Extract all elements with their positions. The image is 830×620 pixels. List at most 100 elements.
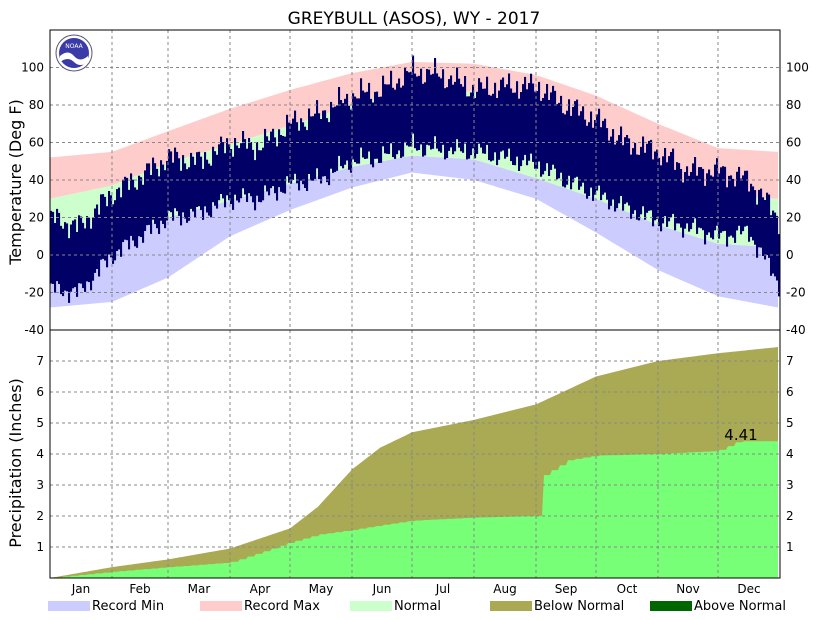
temp-tick-label-right: 0 xyxy=(786,248,794,262)
observed-temp-bar xyxy=(118,187,121,250)
observed-temp-bar xyxy=(518,98,521,171)
observed-temp-bar xyxy=(690,172,693,230)
observed-temp-bar xyxy=(302,122,305,185)
observed-temp-bar xyxy=(776,215,779,281)
observed-temp-bar xyxy=(622,145,625,211)
observed-temp-bar xyxy=(276,146,279,201)
observed-temp-bar xyxy=(374,91,377,159)
observed-temp-bar xyxy=(712,176,715,240)
observed-temp-bar xyxy=(154,163,157,224)
observed-temp-bar xyxy=(88,217,91,283)
observed-temp-bar xyxy=(384,84,387,154)
observed-temp-bar xyxy=(572,107,575,183)
observed-temp-bar xyxy=(254,160,257,211)
observed-temp-bar xyxy=(238,148,241,203)
observed-temp-bar xyxy=(738,166,741,226)
observed-temp-bar xyxy=(388,84,391,154)
month-label: Mar xyxy=(188,582,211,596)
observed-temp-bar xyxy=(92,217,95,281)
observed-temp-bar xyxy=(170,151,173,213)
observed-temp-bar xyxy=(214,151,217,206)
observed-temp-bar xyxy=(164,170,167,229)
observed-temp-bar xyxy=(324,110,327,177)
observed-temp-bar xyxy=(242,131,245,189)
observed-temp-bar xyxy=(362,90,365,158)
observed-temp-bar xyxy=(60,225,63,295)
observed-temp-bar xyxy=(124,176,127,240)
observed-temp-bar xyxy=(120,197,123,257)
month-label: Aug xyxy=(493,582,516,596)
observed-temp-bar xyxy=(198,151,201,207)
month-label: Oct xyxy=(617,582,638,596)
observed-temp-bar xyxy=(536,91,539,169)
observed-temp-bar xyxy=(82,222,85,289)
observed-temp-bar xyxy=(390,70,393,144)
temp-tick-label-right: -20 xyxy=(786,286,806,300)
precip-tick-label-right: 4 xyxy=(786,447,794,461)
temp-tick-label-right: 60 xyxy=(786,136,801,150)
observed-temp-bar xyxy=(70,224,73,292)
observed-temp-bar xyxy=(340,100,343,167)
observed-temp-bar xyxy=(606,128,609,200)
observed-temp-bar xyxy=(630,154,633,219)
observed-temp-bar xyxy=(664,148,667,217)
observed-temp-bar xyxy=(232,156,235,210)
precip-tick-label-left: 4 xyxy=(36,447,44,461)
observed-temp-bar xyxy=(438,76,441,152)
observed-temp-bar xyxy=(128,189,131,250)
observed-temp-bar xyxy=(688,175,691,232)
observed-temp-bar xyxy=(428,69,431,146)
observed-temp-bar xyxy=(584,119,587,194)
observed-temp-bar xyxy=(400,87,403,158)
observed-temp-bar xyxy=(594,120,597,195)
observed-temp-bar xyxy=(122,179,125,243)
observed-temp-bar xyxy=(62,228,65,297)
observed-temp-bar xyxy=(464,76,467,144)
observed-temp-bar xyxy=(306,130,309,191)
observed-temp-bar xyxy=(244,139,247,195)
observed-temp-bar xyxy=(490,95,493,162)
observed-temp-bar xyxy=(726,187,729,247)
observed-temp-bar xyxy=(338,87,341,156)
observed-temp-bar xyxy=(610,136,613,206)
observed-temp-bar xyxy=(532,83,535,162)
observed-temp-bar xyxy=(156,168,159,229)
observed-temp-bar xyxy=(368,82,371,152)
observed-temp-bar xyxy=(96,204,99,269)
observed-temp-bar xyxy=(756,204,759,258)
observed-temp-bar xyxy=(410,71,413,147)
observed-temp-bar xyxy=(672,148,675,214)
observed-temp-bar xyxy=(522,84,525,161)
legend-label: Record Min xyxy=(92,599,164,614)
observed-temp-bar xyxy=(648,140,651,211)
observed-temp-bar xyxy=(236,145,239,201)
observed-temp-bar xyxy=(516,81,519,157)
observed-temp-bar xyxy=(698,167,701,228)
observed-temp-bar xyxy=(182,155,185,213)
observed-temp-bar xyxy=(616,140,619,209)
observed-temp-bar xyxy=(652,159,655,227)
observed-temp-bar xyxy=(576,99,579,177)
observed-temp-bar xyxy=(730,175,733,236)
observed-temp-bar xyxy=(470,92,473,156)
observed-temp-bar xyxy=(352,93,355,160)
observed-temp-bar xyxy=(720,167,723,233)
observed-temp-bar xyxy=(530,73,533,154)
observed-temp-bar xyxy=(344,98,347,165)
observed-temp-bar xyxy=(538,81,541,162)
observed-temp-bar xyxy=(398,78,401,151)
observed-temp-bar xyxy=(78,215,81,284)
observed-temp-bar xyxy=(488,94,491,161)
observed-temp-bar xyxy=(734,186,737,243)
legend-label: Record Max xyxy=(244,599,320,614)
observed-temp-bar xyxy=(150,175,153,234)
observed-temp-bar xyxy=(76,232,79,297)
observed-temp-bar xyxy=(650,139,653,211)
observed-temp-bar xyxy=(90,228,93,291)
month-label: May xyxy=(309,582,334,596)
observed-temp-bar xyxy=(418,75,421,150)
observed-temp-bar xyxy=(686,166,689,224)
temp-tick-label-left: 0 xyxy=(36,248,44,262)
observed-temp-bar xyxy=(298,130,301,191)
precip-frame xyxy=(49,329,781,579)
